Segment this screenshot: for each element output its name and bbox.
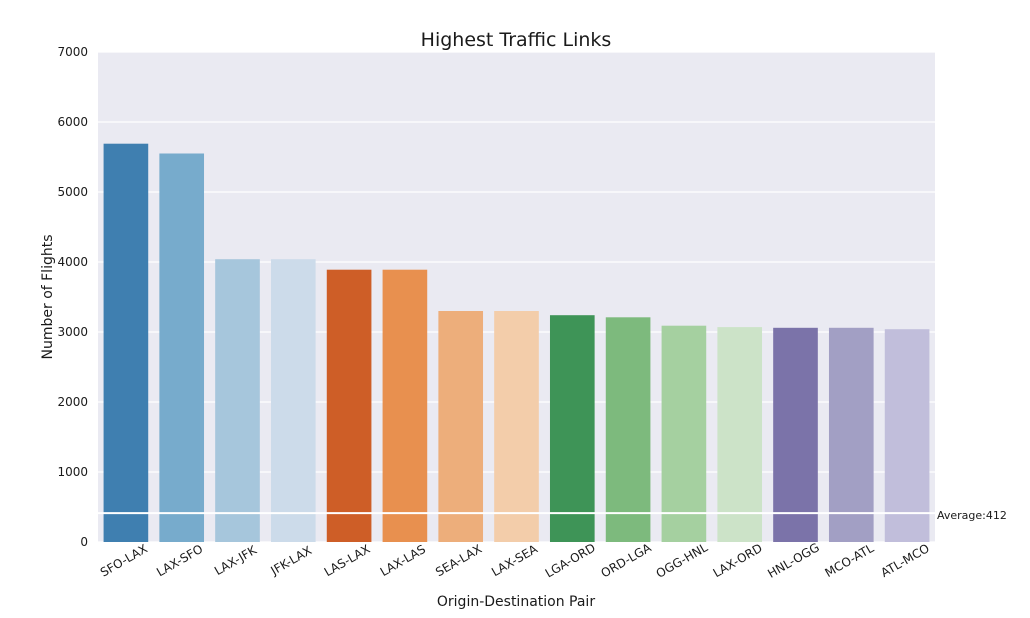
bar-las-lax [327, 270, 372, 542]
average-label: Average:412 [937, 509, 1007, 522]
bar-lax-sea [494, 311, 539, 542]
y-tick-label: 4000 [57, 255, 88, 269]
x-tick-label: MCO-ATL [822, 541, 876, 580]
bar-sea-lax [438, 311, 483, 542]
bar-lga-ord [550, 315, 595, 542]
y-tick-label: 3000 [57, 325, 88, 339]
y-tick-label: 2000 [57, 395, 88, 409]
x-tick-label: LAS-LAX [322, 542, 373, 579]
y-axis-label: Number of Flights [40, 234, 56, 359]
y-tick-label: 5000 [57, 185, 88, 199]
x-tick-label: HNL-OGG [765, 540, 822, 581]
bar-ord-lga [606, 317, 651, 542]
x-tick-label: SFO-LAX [98, 541, 150, 579]
y-tick-label: 0 [80, 535, 88, 549]
y-tick-label: 6000 [57, 115, 88, 129]
bar-ogg-hnl [662, 326, 707, 542]
x-tick-label: LAX-SFO [154, 542, 205, 580]
x-tick-label: OGG-HNL [654, 540, 711, 581]
bar-mco-atl [829, 328, 874, 542]
y-tick-label: 7000 [57, 45, 88, 59]
bar-atl-mco [885, 329, 930, 542]
x-tick-label: ORD-LGA [599, 540, 655, 580]
x-axis-ticks: SFO-LAX LAX-SFO LAX-JFK JFK-LAX LAS-LAX LAX-L… [98, 540, 932, 581]
bar-sfo-lax [104, 144, 149, 542]
x-axis-label: Origin-Destination Pair [437, 594, 595, 610]
x-tick-label: LAX-LAS [378, 542, 428, 579]
y-axis-ticks: 0 1000 2000 3000 4000 5000 6000 7000 [57, 45, 88, 549]
x-tick-label: SEA-LAX [433, 542, 484, 580]
x-tick-label: LAX-SEA [489, 541, 540, 579]
bar-lax-sfo [159, 154, 204, 543]
bar-lax-las [383, 270, 428, 542]
x-tick-label: LAX-JFK [212, 542, 260, 578]
bar-jfk-lax [271, 259, 316, 542]
x-tick-label: JFK-LAX [268, 543, 315, 578]
chart-title: Highest Traffic Links [421, 29, 612, 51]
y-tick-label: 1000 [57, 465, 88, 479]
x-tick-label: LAX-ORD [711, 541, 765, 580]
bar-lax-ord [717, 327, 762, 542]
bar-hnl-ogg [773, 328, 818, 542]
x-tick-label: ATL-MCO [878, 541, 931, 580]
bar-lax-jfk [215, 259, 260, 542]
x-tick-label: LGA-ORD [543, 541, 598, 581]
